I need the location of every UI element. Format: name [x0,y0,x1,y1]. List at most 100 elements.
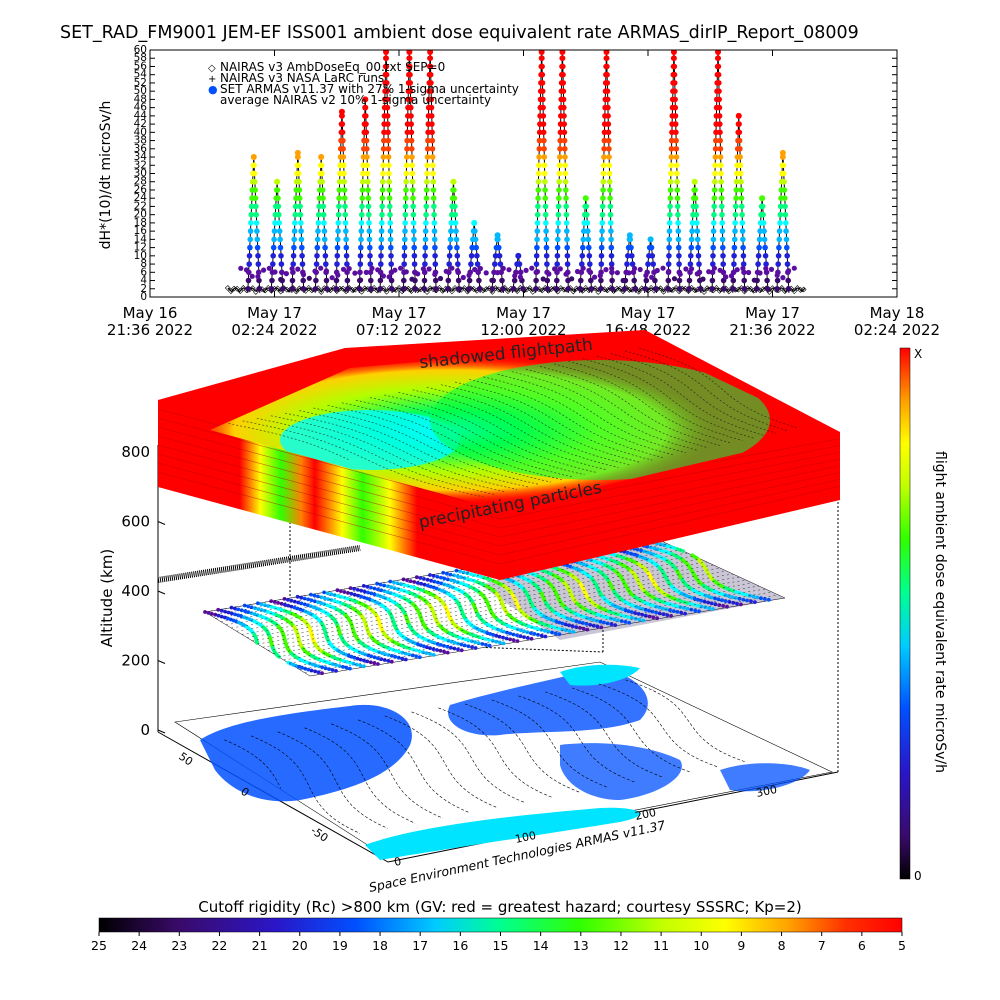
flight-orbit-point [632,552,637,557]
flight-orbit-point [699,604,704,609]
flight-orbit-point [359,588,364,593]
armas-low-point [614,270,621,276]
armas-low-point [375,267,381,273]
armas-data-point [686,277,693,284]
flight-orbit-point [259,608,264,612]
armas-data-point [384,80,390,86]
armas-data-point [783,220,789,226]
armas-low-point [660,265,666,271]
armas-data-point [299,253,305,259]
flight-orbit-point [473,646,478,650]
flight-orbit-point [655,547,660,552]
armas-low-point [586,267,592,274]
armas-peak-point [427,50,434,56]
flight-orbit-point [246,604,251,609]
flight-surface-grid-line [267,573,734,651]
armas-data-point [600,187,606,193]
armas-data-point [380,162,387,169]
flight-orbit-point [352,655,357,660]
armas-data-point [762,253,769,259]
armas-data-point [672,104,679,111]
flight-orbit-point [362,658,366,663]
flight-orbit-point [255,641,260,645]
armas-data-point [542,211,549,218]
armas-data-point [365,195,372,201]
shadowed-track-line [242,420,484,498]
flight-orbit-point [330,668,335,672]
armas-low-point [677,271,683,277]
armas-low-point [534,269,541,275]
shadowed-track-line [313,407,540,485]
armas-peak-point [538,50,545,56]
armas-data-point [554,261,560,267]
armas-data-point [410,195,416,201]
armas-data-point [385,154,392,160]
armas-data-point [607,211,614,218]
armas-data-point [562,162,568,169]
armas-data-point [423,211,429,218]
armas-data-point [719,220,725,226]
armas-low-point [757,270,763,276]
flight-orbit-point [442,649,446,654]
armas-data-point [561,137,568,144]
armas-data-point [403,170,410,177]
armas-data-point [716,104,723,111]
flight-surface-grid-line [262,570,727,648]
armas-data-point [292,211,299,218]
flight-orbit-point [424,651,429,655]
flight-orbit-point [429,578,433,583]
flight-orbit-point [327,667,331,671]
flight-orbit-point [581,621,585,625]
armas-data-point [733,195,739,201]
floor-ground-track [224,679,746,834]
surface-left-strip [157,545,361,583]
arctic-ice [560,664,640,686]
armas-low-point [694,271,700,277]
armas-data-point [710,261,716,267]
armas-data-point [408,113,414,119]
flight-orbit-point [488,632,492,636]
flight-orbit-point [735,601,739,606]
armas-data-point [737,146,743,152]
flight-orbit-point [602,620,606,625]
x-tick-label-date: May 17 [496,304,551,322]
flight-orbit-point [432,641,437,645]
flight-orbit-point [397,649,401,654]
rc-tick-label: 14 [533,938,549,953]
nairas-diamond-point [582,285,589,291]
armas-data-point [401,253,408,259]
armas-data-point [556,178,562,185]
armas-peak-point [274,178,281,185]
armas-data-point [340,162,347,169]
y-tick-label: 46 [134,102,148,114]
flight-orbit-point [392,586,397,590]
armas-data-point [543,220,549,226]
rc-tick-label: 21 [252,938,268,953]
armas-data-point [784,261,791,267]
armas-data-point [455,277,462,284]
flight-orbit-point [477,635,482,640]
armas-data-point [719,236,726,243]
shadowed-track-line [228,423,349,460]
armas-data-point [428,88,434,94]
armas-data-point [781,187,788,193]
ground-track-line [571,687,691,773]
nairas-diamond-point [800,286,807,293]
armas-data-point [423,195,430,201]
flight-orbit-point [332,593,337,597]
armas-data-point [271,236,277,243]
flight-orbit-point [654,604,659,609]
flight-orbit-point [560,627,565,632]
flight-orbit-point [292,605,297,610]
armas-data-point [429,146,436,152]
armas-data-point [248,203,255,210]
armas-low-point [540,276,546,282]
flight-orbit-point [661,606,665,611]
flight-orbit-point [605,615,610,620]
flight-orbit-point [448,572,453,577]
flight-orbit-point [675,610,680,614]
armas-data-point [336,195,342,201]
flight-orbit-point [668,602,673,607]
armas-low-point [272,269,278,275]
armas-data-point [248,220,254,226]
